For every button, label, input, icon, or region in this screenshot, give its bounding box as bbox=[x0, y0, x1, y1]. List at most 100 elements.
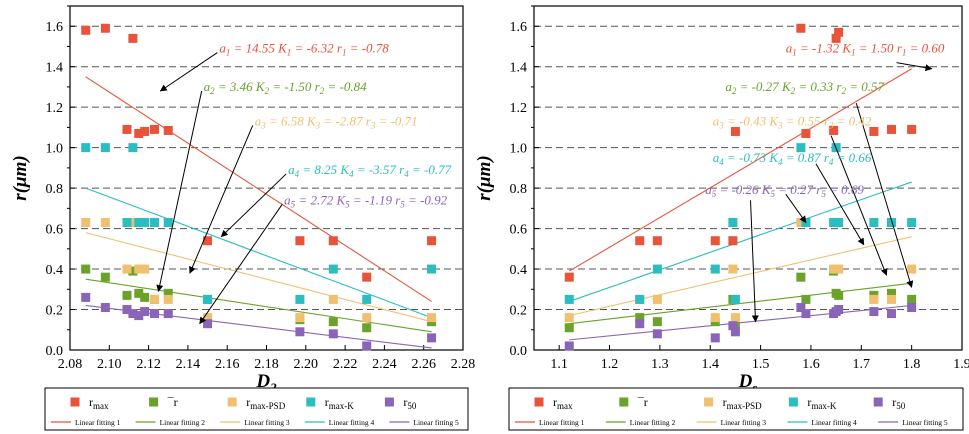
legend-marker-label: rmax-K bbox=[807, 395, 836, 411]
point-r50 bbox=[887, 309, 897, 319]
fit-annotation: a1 = 14.55 K1 = -6.32 r1 = -0.78 bbox=[219, 41, 389, 58]
legend-line-label: Linear fitting 2 bbox=[160, 418, 206, 427]
point-rmax-K bbox=[907, 218, 917, 228]
legend-line-label: Linear fitting 5 bbox=[413, 418, 459, 427]
point-rmax bbox=[140, 126, 150, 136]
legend-marker-swatch bbox=[70, 397, 80, 407]
point-r bbox=[134, 288, 144, 298]
x-tick-label: 1.4 bbox=[701, 357, 719, 372]
right-chart-panel: 0.0 0.2 0.4 0.6 0.8 1.0 1.2 1.4 1.6 1.1 1.2 1.3 1.4 1… bbox=[474, 5, 969, 395]
point-r bbox=[163, 288, 173, 298]
legend-frame bbox=[44, 387, 469, 431]
point-r bbox=[128, 266, 138, 276]
point-rmax bbox=[869, 126, 879, 136]
annotation-arrow bbox=[855, 102, 914, 288]
point-rmax-K bbox=[140, 218, 150, 228]
point-rmax-K bbox=[362, 294, 372, 304]
point-rmax-K bbox=[122, 218, 132, 228]
point-rmax-PSD bbox=[140, 264, 150, 274]
legend-marker-label: r50 bbox=[892, 395, 906, 411]
legend-marker-swatch bbox=[384, 397, 394, 407]
point-rmax-PSD bbox=[122, 264, 132, 274]
legend-marker-label: rmax-PSD bbox=[246, 395, 286, 411]
point-r50 bbox=[149, 309, 159, 319]
point-r50 bbox=[362, 341, 372, 351]
point-r50 bbox=[81, 292, 91, 302]
legend-marker-label: r50 bbox=[403, 395, 417, 411]
fit-line-3 bbox=[569, 236, 912, 317]
annotation-arrow bbox=[815, 163, 865, 246]
annotation-arrow bbox=[830, 135, 888, 276]
point-rmax-K bbox=[564, 294, 574, 304]
y-tick-label: 1.4 bbox=[510, 61, 528, 76]
point-rmax-K bbox=[730, 294, 740, 304]
point-rmax bbox=[635, 236, 645, 246]
point-rmax-PSD bbox=[869, 294, 879, 304]
legend-line-label: Linear fitting 5 bbox=[902, 418, 948, 427]
point-rmax bbox=[730, 126, 740, 136]
y-tick-label: 1.0 bbox=[46, 142, 64, 157]
fit-line-2 bbox=[85, 278, 432, 333]
point-rmax-K bbox=[869, 218, 879, 228]
left-chart-panel: 0.0 0.2 0.4 0.6 0.8 1.0 1.2 1.4 1.6 2.08 2.10 2.12 2… bbox=[10, 5, 475, 395]
legend-marker-swatch bbox=[306, 397, 316, 407]
y-tick-label: 1.0 bbox=[510, 142, 528, 157]
point-rmax bbox=[710, 236, 720, 246]
point-rmax bbox=[796, 23, 806, 33]
point-rmax-K bbox=[149, 218, 159, 228]
point-r bbox=[122, 290, 132, 300]
point-rmax bbox=[907, 124, 917, 134]
fit-annotation: a4 = 8.25 K4 = -3.57 r4 = -0.77 bbox=[288, 162, 451, 179]
y-tick-label: 0.8 bbox=[510, 182, 528, 197]
legend-marker-swatch bbox=[149, 397, 159, 407]
point-rmax bbox=[134, 128, 144, 138]
point-rmax-K bbox=[163, 218, 173, 228]
point-rmax-K bbox=[796, 143, 806, 153]
annotation-arrow bbox=[199, 204, 283, 325]
point-rmax bbox=[831, 33, 841, 43]
legend-line-label: Linear fitting 4 bbox=[329, 418, 375, 427]
y-tick-label: 0.0 bbox=[46, 344, 64, 359]
x-tick-label: 1.5 bbox=[752, 357, 770, 372]
x-tick-label: 2.08 bbox=[58, 357, 83, 372]
fit-line-4 bbox=[85, 187, 432, 319]
point-rmax bbox=[362, 272, 372, 282]
point-rmax-K bbox=[427, 264, 437, 274]
x-tick-label: 1.3 bbox=[651, 357, 669, 372]
point-r50 bbox=[801, 309, 811, 319]
right-legend: rmax ¯r rmax-PSD rmax-K r50 Linear fitting 1 L… bbox=[508, 387, 964, 431]
annotation-arrow bbox=[189, 125, 254, 274]
fit-line-4 bbox=[569, 181, 912, 302]
point-rmax-PSD bbox=[362, 313, 372, 323]
point-r bbox=[796, 272, 806, 282]
point-rmax-PSD bbox=[907, 264, 917, 274]
legend-marker-swatch bbox=[788, 397, 798, 407]
point-r bbox=[801, 294, 811, 304]
point-r bbox=[362, 323, 372, 333]
y-tick-label: 0.4 bbox=[46, 263, 64, 278]
y-tick-label: 0.2 bbox=[510, 304, 528, 319]
y-tick-label: 0.2 bbox=[46, 304, 64, 319]
point-rmax-PSD bbox=[163, 294, 173, 304]
x-tick-label: 2.14 bbox=[176, 357, 201, 372]
point-rmax bbox=[163, 125, 173, 135]
y-tick-label: 0.0 bbox=[510, 344, 528, 359]
point-r50 bbox=[122, 305, 132, 315]
y-axis-label: r(μm) bbox=[474, 155, 495, 200]
fit-annotation: a5 = 2.72 K5 = -1.19 r5 = -0.92 bbox=[284, 192, 447, 209]
point-rmax-PSD bbox=[887, 294, 897, 304]
point-r50 bbox=[140, 307, 150, 317]
point-rmax-PSD bbox=[730, 313, 740, 323]
point-r50 bbox=[163, 309, 173, 319]
point-r bbox=[907, 294, 917, 304]
point-r50 bbox=[796, 303, 806, 313]
point-rmax-PSD bbox=[710, 313, 720, 323]
fit-line-1 bbox=[85, 76, 432, 302]
x-tick-label: 2.16 bbox=[215, 357, 240, 372]
y-tick-label: 1.4 bbox=[46, 61, 64, 76]
point-rmax bbox=[149, 124, 159, 134]
point-rmax-K bbox=[829, 218, 839, 228]
fit-line-1 bbox=[568, 68, 912, 272]
point-rmax-K bbox=[635, 294, 645, 304]
